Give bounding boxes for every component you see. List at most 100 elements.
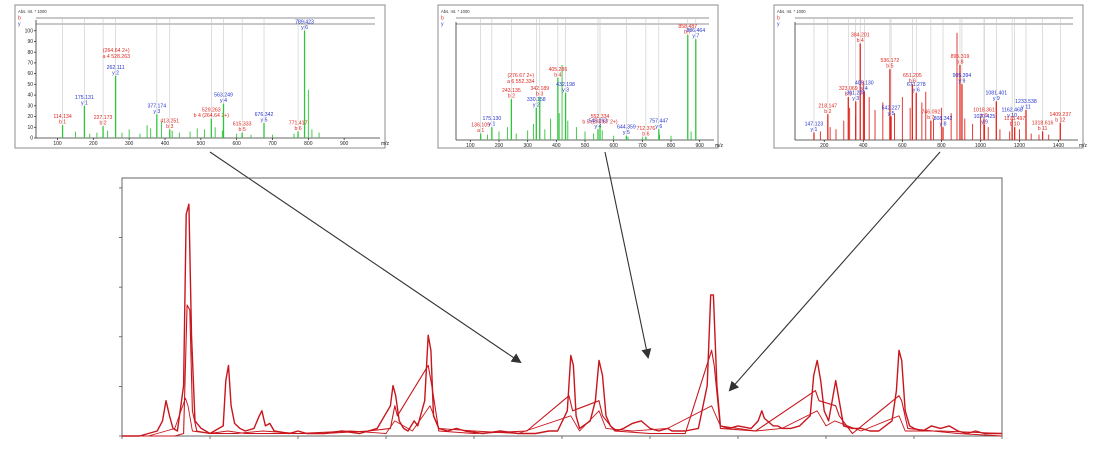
- spectrum-x-tick-label: 1400: [1053, 143, 1064, 149]
- spectrum-x-tick-label: 600: [232, 141, 241, 147]
- peak-ion-label: b 2: [508, 94, 515, 100]
- spectrum-ylabel: Abs. Int. * 1000: [441, 9, 470, 14]
- spectrum-x-tick-label: 600: [609, 143, 618, 149]
- spectrum-x-tick-label: 300: [125, 141, 134, 147]
- spectrum-ylabel: Abs. Int. * 1000: [18, 9, 47, 14]
- sequence-row-label: b: [18, 16, 21, 22]
- peak-annotation: (264.64 2+): [103, 48, 130, 54]
- peak-ion-label: a 1: [477, 128, 484, 134]
- peak-mz-label: 114.134: [53, 114, 71, 120]
- peak-mz-label: 676.342: [255, 112, 274, 118]
- spectrum-y-tick-label: 90: [27, 39, 33, 45]
- peak-mz-label: 405.130: [855, 81, 874, 87]
- peak-mz-label: 342.189: [530, 86, 549, 92]
- peak-mz-label: 808.342: [934, 116, 953, 122]
- spectrum-x-tick-label: 700: [638, 143, 647, 149]
- spectrum-y-tick-label: 50: [27, 82, 33, 88]
- peak-mz-label: 895.319: [951, 54, 970, 60]
- peak-ion-label: b 6: [909, 79, 916, 85]
- peak-mz-label: 789.423: [295, 20, 314, 26]
- spectrum-x-tick-label: 200: [820, 143, 829, 149]
- peak-ion-label: b 5: [239, 127, 246, 133]
- spectrum-y-tick-label: 10: [27, 125, 33, 131]
- peak-ion-label: b 4 (264.64 2+): [194, 113, 230, 119]
- spectrum-x-tick-label: 100: [53, 141, 62, 147]
- spectrum-x-tick-label: 900: [695, 143, 704, 149]
- peak-mz-label: 1018.361: [973, 108, 995, 114]
- peak-mz-label: 1175.497: [1004, 116, 1025, 122]
- peak-mz-label: 218.147: [818, 103, 837, 109]
- arrow-spectrum-3-to-peak: [728, 151, 941, 392]
- peak-mz-label: 175.131: [75, 95, 94, 101]
- spectrum-x-tick-label: 400: [552, 143, 561, 149]
- peak-ion-label: y 10: [1007, 113, 1017, 119]
- peak-ion-label: y 4: [861, 86, 868, 92]
- peak-ion-label: b 4: [857, 38, 864, 44]
- spectrum-x-unit: m/z: [715, 143, 724, 149]
- peak-mz-label: 432.198: [556, 82, 575, 88]
- spectrum-y-tick-label: 0: [30, 136, 33, 142]
- peak-ion-label: y 6: [655, 124, 662, 130]
- spectrum-x-tick-label: 500: [581, 143, 590, 149]
- peak-ion-label: b 8: [956, 59, 963, 65]
- peak-ion-label: y 5: [623, 130, 630, 136]
- spectrum-y-tick-label: 100: [25, 28, 34, 34]
- peak-ion-label: y 11: [1021, 104, 1031, 110]
- spectrum-y-tick-label: 40: [27, 93, 33, 99]
- peak-ion-label: y 5: [261, 117, 268, 123]
- peak-mz-label: 886.464: [686, 28, 705, 34]
- peak-ion-label: y 7: [692, 34, 699, 40]
- spectrum-ylabel: Abs. Int. * 1000: [777, 9, 806, 14]
- spectrum-x-tick-label: 700: [268, 141, 277, 147]
- peak-ion-label: y 3: [562, 87, 569, 93]
- peak-mz-label: 175.130: [482, 116, 501, 122]
- peak-ion-label: b 3: [166, 124, 173, 130]
- peak-ion-label: b 3: [845, 92, 852, 98]
- spectrum-x-tick-label: 800: [667, 143, 676, 149]
- peak-mz-label: 243.135: [502, 88, 521, 94]
- peak-ion-label: b 4: [554, 72, 561, 78]
- peak-mz-label: 757.447: [649, 118, 668, 124]
- arrow-group: [209, 151, 941, 392]
- peak-mz-label: 1162.468: [1001, 108, 1022, 114]
- spectrum-frame: [437, 4, 719, 149]
- peak-ion-label: b 2: [824, 109, 831, 115]
- spectrum-x-tick-label: 800: [937, 143, 946, 149]
- peak-ion-label: y 6: [301, 25, 308, 31]
- peak-mz-label: 615.333: [233, 122, 252, 128]
- peak-ion-label: b 7: [927, 115, 934, 121]
- peak-mz-label: 323.069: [839, 86, 858, 92]
- peak-ion-label: b 11: [1038, 126, 1048, 132]
- spectrum-x-tick-label: 400: [859, 143, 868, 149]
- peak-ion-label: y 5: [888, 111, 895, 117]
- peak-mz-label: 644.359: [617, 125, 636, 131]
- sequence-row-label: y: [441, 22, 444, 28]
- peak-ion-label: b 6: [642, 131, 649, 137]
- peak-mz-label: 552.334: [591, 114, 610, 120]
- peak-mz-label: 563.249: [214, 93, 233, 99]
- peak-mz-label: 651.205: [903, 73, 922, 79]
- peak-mz-label: 377.174: [147, 103, 166, 109]
- peak-mz-label: 262.111: [107, 65, 125, 71]
- sequence-row-label: y: [777, 22, 780, 28]
- spectrum-x-tick-label: 1200: [1014, 143, 1025, 149]
- spectrum-x-tick-label: 800: [304, 141, 313, 147]
- peak-mz-label: 1020.425: [974, 114, 996, 120]
- peak-ion-label: b 2: [99, 121, 106, 127]
- spectrum-panel-2: Abs. Int. * 1000 by 100 200 300 400 500 600 700 8…: [437, 4, 724, 149]
- peak-ion-label: y 4: [595, 124, 602, 130]
- peak-mz-label: 413.251: [160, 118, 179, 124]
- spectrum-x-tick-label: 500: [197, 141, 206, 147]
- spectrum-y-tick-label: 60: [27, 71, 33, 77]
- peak-annotation: (276.67 2+): [507, 73, 534, 79]
- peak-ion-label: y 4: [220, 98, 227, 104]
- peak-mz-label: 858.487: [678, 24, 697, 30]
- spectrum-x-unit: m/z: [1079, 143, 1088, 149]
- peak-mz-label: 147.123: [805, 121, 824, 127]
- peak-mz-label: 671.278: [907, 82, 926, 88]
- spectrum-x-unit: m/z: [381, 141, 390, 147]
- peak-mz-label: 361.208: [846, 90, 865, 96]
- spectrum-panel-3: Abs. Int. * 1000 by 200 400 600 800 1000 1200 14…: [773, 4, 1088, 149]
- peak-mz-label: 1318.616: [1032, 120, 1054, 126]
